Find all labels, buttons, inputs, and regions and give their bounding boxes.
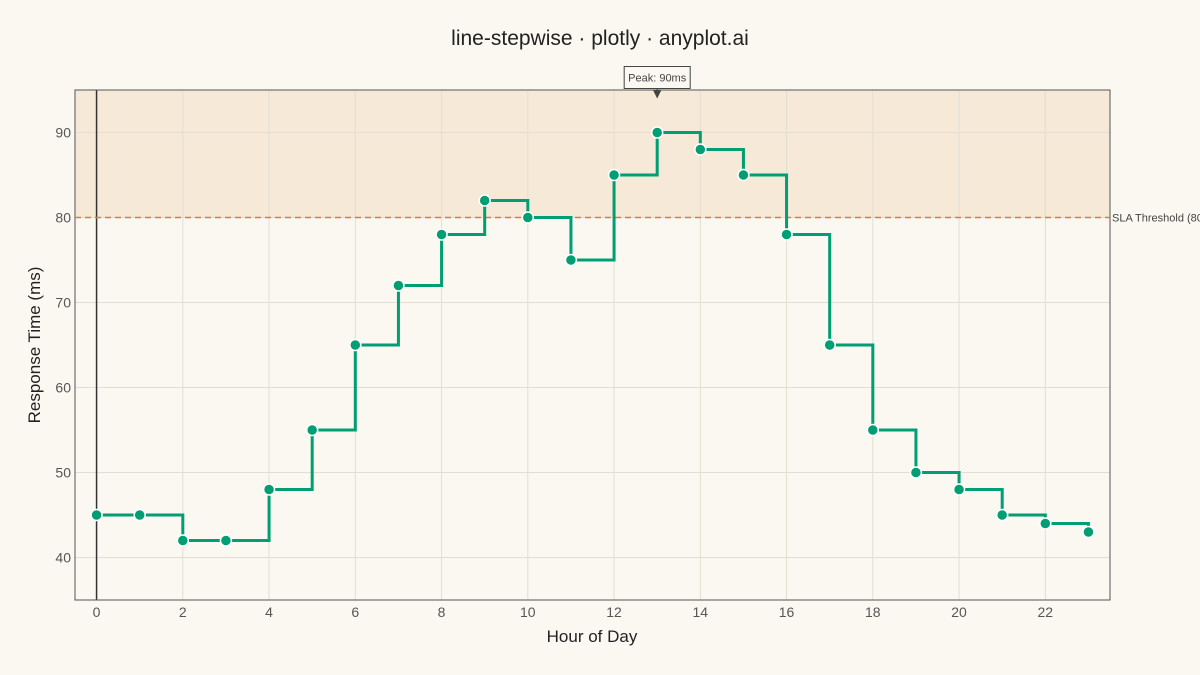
data-point-marker bbox=[262, 483, 276, 496]
y-tick-label: 80 bbox=[55, 210, 71, 226]
data-point-marker bbox=[478, 194, 491, 207]
data-point-marker bbox=[521, 211, 535, 224]
peak-annotation-text: Peak: 90ms bbox=[628, 73, 687, 85]
y-tick-label: 50 bbox=[55, 465, 71, 481]
data-point-marker bbox=[1039, 517, 1052, 530]
x-tick-label: 16 bbox=[779, 604, 795, 620]
chart-title: line-stepwise · plotly · anyplot.ai bbox=[451, 27, 749, 50]
sla-threshold-label: SLA Threshold (80ms) bbox=[1112, 213, 1200, 225]
x-tick-label: 12 bbox=[606, 604, 622, 620]
data-point-marker bbox=[349, 338, 362, 352]
y-tick-label: 70 bbox=[55, 295, 71, 311]
data-point-marker bbox=[176, 534, 190, 547]
data-point-marker bbox=[564, 253, 578, 267]
annotation-layer: Peak: 90ms bbox=[623, 66, 691, 99]
threshold-layer: SLA Threshold (80ms) bbox=[75, 213, 1200, 225]
data-point-marker bbox=[952, 483, 966, 496]
peak-annotation-arrowhead bbox=[653, 90, 662, 99]
x-tick-label: 4 bbox=[265, 604, 273, 620]
x-tick-label: 10 bbox=[520, 604, 536, 620]
y-tick-label: 90 bbox=[55, 125, 71, 141]
data-point-marker bbox=[1082, 525, 1095, 539]
data-point-marker bbox=[909, 466, 923, 479]
marker-layer bbox=[90, 126, 1095, 547]
x-tick-label: 20 bbox=[951, 604, 967, 620]
data-point-marker bbox=[694, 143, 707, 156]
y-tick-label: 40 bbox=[55, 550, 71, 566]
data-point-marker bbox=[650, 126, 664, 139]
data-point-marker bbox=[780, 228, 793, 241]
x-tick-label: 14 bbox=[693, 604, 709, 620]
data-point-marker bbox=[823, 338, 836, 352]
plot-border bbox=[74, 89, 1111, 601]
data-point-marker bbox=[866, 423, 880, 437]
x-tick-label: 18 bbox=[865, 604, 881, 620]
data-point-marker bbox=[392, 279, 405, 292]
data-point-marker bbox=[435, 228, 448, 241]
tick-label-layer: 0 2 4 6 8 10 12 14 16 18 20 22 40 50 60 70 80 90 bbox=[55, 125, 1053, 621]
x-tick-label: 2 bbox=[179, 604, 187, 620]
data-point-marker bbox=[90, 508, 103, 522]
x-tick-label: 0 bbox=[93, 604, 101, 620]
data-point-marker bbox=[305, 423, 319, 437]
data-point-marker bbox=[737, 168, 750, 182]
data-point-marker bbox=[219, 534, 233, 547]
data-point-marker bbox=[607, 168, 621, 182]
y-tick-label: 60 bbox=[55, 380, 71, 396]
x-axis-title: Hour of Day bbox=[547, 627, 638, 646]
sla-exceed-region-layer bbox=[75, 90, 1110, 218]
x-tick-label: 22 bbox=[1038, 604, 1054, 620]
sla-exceed-region bbox=[75, 90, 1110, 218]
data-point-marker bbox=[133, 508, 146, 522]
data-point-marker bbox=[995, 508, 1009, 522]
y-axis-title: Response Time (ms) bbox=[25, 267, 44, 424]
x-tick-label: 6 bbox=[351, 604, 359, 620]
x-tick-label: 8 bbox=[438, 604, 446, 620]
